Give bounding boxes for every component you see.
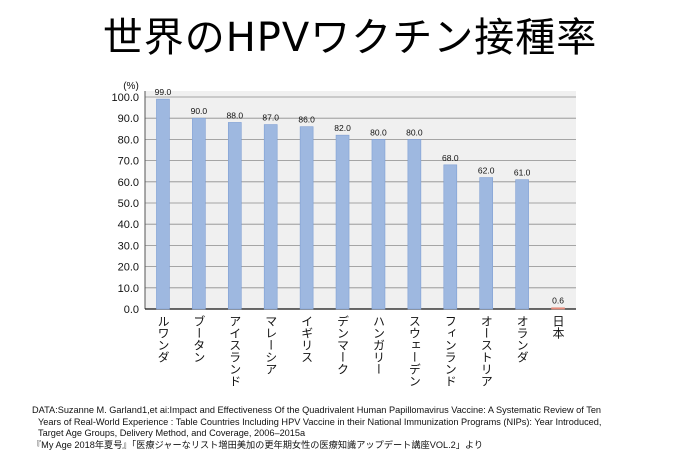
bar xyxy=(515,179,529,310)
bar xyxy=(156,98,170,310)
data-label: 80.0 xyxy=(406,127,423,137)
source-line-4: 『My Age 2018年夏号』「医療ジャーなリスト増田美加の更年期女性の医療知… xyxy=(32,439,484,450)
x-tick-label: オーストリア xyxy=(479,315,493,387)
y-tick-label: 50.0 xyxy=(118,198,139,210)
y-tick-label: 30.0 xyxy=(118,240,139,252)
x-tick-label: ブータン xyxy=(192,314,206,363)
bar xyxy=(551,307,565,310)
data-label: 90.0 xyxy=(191,106,208,116)
data-label: 88.0 xyxy=(227,110,244,120)
x-tick-label: ルワンダ xyxy=(156,315,170,363)
x-tick-label: スウェーデン xyxy=(407,315,421,387)
plot-area xyxy=(145,91,576,309)
x-tick-label: デンマーク xyxy=(336,315,350,375)
bar xyxy=(371,139,386,310)
x-tick-label: アイスランド xyxy=(228,315,242,387)
x-tick-label: フィンランド xyxy=(443,315,457,387)
bar xyxy=(335,134,350,310)
page-title: 世界のHPVワクチン接種率 xyxy=(102,15,598,61)
data-label: 86.0 xyxy=(298,115,315,125)
y-axis-unit-label: (%) xyxy=(123,81,139,92)
data-label: 87.0 xyxy=(262,113,279,123)
y-tick-label: 80.0 xyxy=(118,134,139,146)
bar-chart: 0.0 10.0 20.0 30.0 40.0 50.0 60.0 70.0 80.0 90.0 1… xyxy=(111,81,576,387)
data-label: 68.0 xyxy=(442,153,459,163)
data-label: 82.0 xyxy=(334,123,351,133)
data-source: DATA:Suzanne M. Garland1,et ai:Impact an… xyxy=(32,405,672,451)
data-label: 62.0 xyxy=(478,166,495,176)
data-label: 0.6 xyxy=(552,296,564,306)
y-tick-label: 60.0 xyxy=(118,177,139,189)
y-tick-label: 100.0 xyxy=(111,92,139,104)
y-tick-label: 40.0 xyxy=(118,219,139,231)
bar xyxy=(227,122,242,310)
x-tick-label: ハンガリー xyxy=(371,315,385,375)
source-line-3: Target Age Groups, Delivery Method, and … xyxy=(38,428,306,438)
x-tick-label: マレーシア xyxy=(264,315,278,375)
y-tick-label: 90.0 xyxy=(118,113,139,125)
bar xyxy=(299,126,314,310)
x-tick-label: イギリス xyxy=(300,315,314,363)
source-line-2: Years of Real-World Experience : Table C… xyxy=(38,416,602,427)
data-label: 80.0 xyxy=(370,127,387,137)
data-label: 99.0 xyxy=(155,87,172,97)
y-tick-label: 20.0 xyxy=(118,262,139,274)
bar xyxy=(192,117,206,310)
bar xyxy=(407,139,422,310)
data-label: 61.0 xyxy=(514,168,531,178)
bar xyxy=(443,164,458,310)
y-tick-label: 10.0 xyxy=(118,283,139,295)
x-tick-label: オランダ xyxy=(515,315,529,363)
bar xyxy=(479,177,494,310)
bar xyxy=(263,124,278,310)
y-tick-label: 70.0 xyxy=(118,156,139,168)
y-tick-label: 0.0 xyxy=(124,304,139,316)
x-tick-label: 日本 xyxy=(551,315,565,340)
source-line-1: DATA:Suzanne M. Garland1,et ai:Impact an… xyxy=(32,405,602,415)
